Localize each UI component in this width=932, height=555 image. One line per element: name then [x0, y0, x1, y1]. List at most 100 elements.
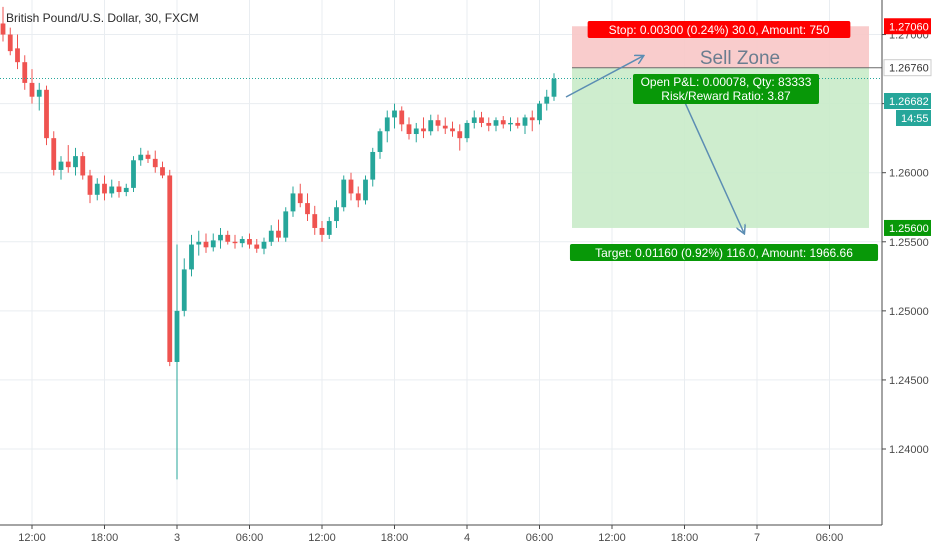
candle-body [174, 310, 180, 362]
candle-body [450, 128, 455, 132]
candle-body [247, 239, 252, 245]
candle-body [457, 131, 463, 139]
price-tag-text: 1.26760 [889, 63, 929, 75]
x-tick-label: 3 [174, 532, 180, 544]
sell-zone-label: Sell Zone [700, 48, 780, 69]
candle-body [341, 179, 347, 208]
candle-body [508, 122, 513, 125]
x-tick-label: 4 [464, 532, 470, 544]
target-label-text: Target: 0.01160 (0.92%) 116.0, Amount: 1… [595, 246, 853, 260]
candle-body [334, 207, 339, 222]
candle-body [0, 23, 6, 35]
stop-label-text: Stop: 0.00300 (0.24%) 30.0, Amount: 750 [609, 23, 830, 37]
target-label-bg [569, 244, 879, 261]
candle-body [123, 187, 129, 193]
candle-body [355, 193, 361, 201]
candle-body [261, 241, 267, 249]
candle-body [283, 211, 289, 238]
price-tag-countdown: 14:55 [896, 110, 931, 126]
candle-body [268, 230, 274, 242]
x-tick-label: 12:00 [18, 532, 46, 544]
candle-body [515, 122, 521, 126]
candle-body [421, 128, 426, 132]
candle-body [319, 227, 325, 235]
candle-body [15, 48, 20, 63]
y-tick-label: 1.25000 [889, 306, 929, 318]
arrow-down [681, 95, 744, 233]
candle-body [348, 179, 354, 194]
candle-body [312, 214, 318, 228]
trade-labels: Sell Zone Stop: 0.00300 (0.24%) 30.0, Amo… [569, 21, 879, 261]
candle-body [36, 89, 42, 97]
position-info-bg [633, 74, 819, 104]
candle-body [392, 110, 397, 118]
candle-body [51, 138, 57, 170]
candle-body [102, 183, 107, 194]
candles [0, 6, 557, 480]
candle-body [529, 117, 535, 121]
candle-body [544, 96, 550, 104]
candle-body [297, 193, 303, 204]
candle-body [196, 241, 202, 245]
candle-body [399, 110, 405, 125]
x-tick-label: 12:00 [308, 532, 336, 544]
candle-body [109, 186, 115, 194]
candle-body [167, 175, 173, 362]
price-tag-text: 1.26682 [889, 96, 929, 108]
price-tag-stop: 1.27060 [884, 18, 931, 35]
candle-body [29, 82, 35, 97]
candle-body [479, 117, 484, 123]
candle-body [87, 175, 93, 195]
position-pnl: Open P&L: 0.00078, Qty: 83333 [641, 75, 812, 89]
candle-body [305, 203, 310, 215]
price-tag-entry: 1.26760 [883, 59, 932, 77]
candle-body [65, 161, 71, 168]
position-ratio: Risk/Reward Ratio: 3.87 [661, 89, 791, 103]
candle-body [522, 117, 528, 126]
arrows [565, 56, 744, 233]
candle-body [435, 120, 441, 126]
candle-body [73, 156, 78, 168]
candle-body [218, 234, 223, 241]
candle-body [326, 221, 332, 235]
candle-body [145, 154, 151, 159]
price-tag-text: 14:55 [901, 113, 929, 125]
price-tag-current: 1.26682 [884, 93, 931, 109]
grid [0, 0, 882, 525]
candle-body [58, 161, 64, 170]
x-tick-label: 18:00 [381, 532, 409, 544]
price-tag-bg [884, 18, 931, 35]
candle-body [94, 183, 100, 195]
candle-body [116, 186, 122, 193]
position-info: Open P&L: 0.00078, Qty: 83333Risk/Reward… [633, 74, 819, 104]
y-tick-label: 1.24000 [889, 444, 929, 456]
stop-label-bg [587, 21, 851, 38]
candle-body [160, 167, 165, 176]
candle-body [276, 230, 281, 238]
chart-title: British Pound/U.S. Dollar, 30, FXCM [6, 11, 199, 25]
x-tick-label: 06:00 [816, 532, 844, 544]
x-tick-label: 06:00 [236, 532, 264, 544]
candle-body [22, 62, 28, 83]
candle-body [152, 158, 158, 168]
candle-body [290, 193, 296, 212]
x-tick-label: 06:00 [526, 532, 554, 544]
candle-body [486, 122, 492, 126]
candle-body [131, 160, 136, 188]
candle-body [138, 154, 144, 161]
y-tick-label: 1.26000 [889, 168, 929, 180]
candle-body [493, 120, 499, 126]
candle-body [413, 128, 419, 135]
candle-body [210, 240, 216, 248]
price-tag-text: 1.25600 [889, 223, 929, 235]
candle-body [225, 234, 231, 242]
candle-body [232, 241, 238, 244]
candle-body [384, 117, 390, 132]
y-tick-label: 1.25500 [889, 237, 929, 249]
target-label: Target: 0.01160 (0.92%) 116.0, Amount: 1… [569, 244, 879, 261]
candle-body [181, 269, 187, 311]
candle-body [500, 120, 506, 125]
x-tick-label: 18:00 [671, 532, 699, 544]
